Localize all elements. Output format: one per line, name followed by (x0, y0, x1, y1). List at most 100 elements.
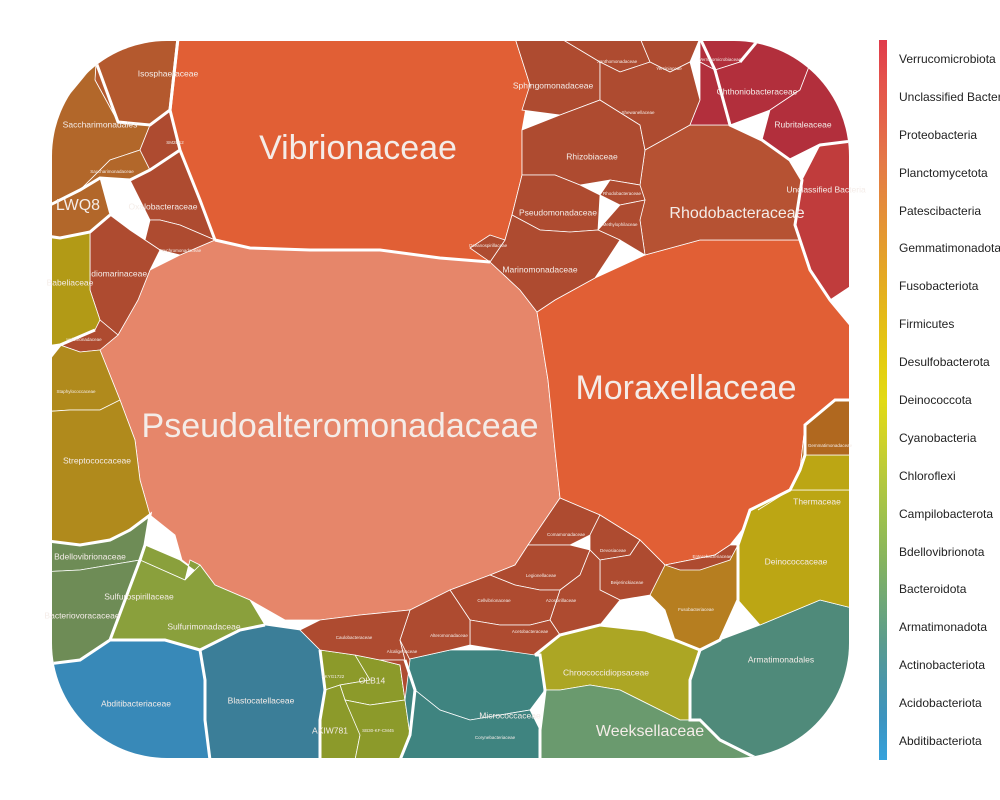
legend-item: Chloroflexi (899, 468, 956, 483)
cell-label: Beijerinckiaceae (611, 580, 644, 585)
phylum-border (535, 653, 547, 758)
cell-label: Blastocatellaceae (228, 695, 295, 705)
cell-label: Rhodobacteraceae (669, 205, 804, 222)
legend-item: Gemmatimonadota (899, 241, 1000, 256)
cell-label: AKYG1722 (322, 674, 345, 679)
cell-label: Saccharimonadales (63, 119, 138, 129)
cell-label: Pseudomonadaceae (519, 207, 597, 217)
cell-label: Bdellovibrionaceae (54, 551, 126, 561)
cell-blastocatellaceae (199, 624, 326, 758)
cell-label: Weeksellaceae (596, 723, 704, 740)
phylum-border (198, 649, 212, 758)
cell-label: Halomonadaceae (66, 337, 102, 342)
cell-label: Oceanospirillaceae (469, 243, 508, 248)
cell-label: Rubritaleaceae (774, 119, 831, 129)
phylum-border (52, 511, 153, 667)
phylum-border (168, 41, 217, 241)
cell-label: Babeliaceae (47, 277, 94, 287)
cell-label: Streptococcaceae (63, 455, 131, 465)
phylum-border (52, 344, 62, 371)
cell-label: Pseudoalteromonadaceae (142, 407, 539, 445)
cell-label: Xanthomonadaceae (597, 59, 638, 64)
cell-label: Acetobacteraceae (512, 629, 549, 634)
phylum-border (52, 148, 181, 212)
phylum-border (698, 41, 849, 331)
cell-label: Yersiniaceae (656, 66, 682, 71)
cell-label: Sphingomonadaceae (513, 80, 594, 90)
cell-label: Comamonadaceae (547, 532, 586, 537)
legend-item: Proteobacteria (899, 127, 978, 142)
cell-label: Psychromonadaceae (159, 248, 202, 253)
cell-marinomonadaceae (489, 214, 621, 313)
cell-label: Thermaceae (793, 496, 841, 506)
cell-label: Chroococcidiopsaceae (563, 667, 649, 677)
cell-label: Legionellaceae (526, 573, 557, 578)
legend-item: Patescibacteria (899, 203, 982, 218)
cell-label: Shewanellaceae (621, 110, 655, 115)
cell-label: Corynebacteriaceae (475, 735, 516, 740)
phylum-border (803, 398, 849, 455)
cell-label: Oxalobacteraceae (129, 201, 198, 211)
cell-label: Caulobacteraceae (336, 635, 373, 640)
legend-item: Armatimonadota (899, 620, 988, 635)
legend-item: Abditibacteriota (899, 734, 982, 749)
phylum-border (110, 623, 266, 652)
phylum-border (789, 138, 849, 162)
cell-label: Verrucomicrobiaceae (699, 57, 742, 62)
cell-label: Azospirillaceae (546, 598, 577, 603)
cell-label: Saccharimonadaceae (90, 169, 134, 174)
phylum-border (534, 623, 701, 657)
legend: Verrucomicrobiota Unclassified Bacteria Pr… (879, 40, 1000, 760)
cell-label: Enterobacteriaceae (692, 554, 732, 559)
cells-layer (52, 41, 849, 758)
cell-label: Idiomarinaceae (89, 268, 147, 278)
cell-label: Marinomonadaceae (502, 264, 577, 274)
cell-label: Armatimonadales (748, 654, 814, 664)
legend-item: Firmicutes (899, 317, 955, 332)
cell-label: Vibrionaceae (259, 129, 457, 167)
legend-item: Unclassified Bacteria (899, 89, 1000, 104)
legend-item: Verrucomicrobiota (899, 51, 996, 66)
cell-label: Rhodobacteraceae (603, 191, 642, 196)
legend-item: Bdellovibrionota (899, 544, 985, 559)
cell-label: Deinococcaceae (765, 556, 828, 566)
cell-label: Bacteriovoracaceae (44, 610, 119, 620)
phylum-border (688, 649, 761, 758)
cell-label: Alteromonadaceae (430, 633, 468, 638)
legend-item: Desulfobacterota (899, 355, 990, 370)
cell-label: Moraxellaceae (575, 369, 796, 407)
cell-label: Fusobacteriaceae (678, 607, 714, 612)
cell-label: Staphylococcaceae (56, 389, 96, 394)
legend-item: Actinobacteriota (899, 658, 986, 673)
cell-label: SM2D12 (166, 140, 184, 145)
phylum-border (52, 213, 111, 240)
legend-item: Planctomycetota (899, 165, 988, 180)
legend-item: Acidobacteriota (899, 696, 982, 711)
legend-item: Deinococcota (899, 393, 972, 407)
cell-label: Unclassified Bacteria (786, 184, 866, 194)
cell-label: Methylophilaceae (602, 222, 638, 227)
legend-item: Cyanobacteria (899, 430, 977, 445)
cell-label: LWQ8 (56, 197, 100, 214)
cell-label: Gemmatimonadaceae (808, 443, 853, 448)
cell-label: OLB14 (359, 675, 386, 685)
cell-label: Sulfurospirillaceae (104, 591, 174, 601)
cell-label: AKIW781 (312, 725, 348, 735)
cell-label: Alcaligenaceae (387, 649, 418, 654)
cell-label: Isosphaeraceae (138, 68, 199, 78)
phylum-border (699, 454, 807, 652)
cell-label: Abditibacteriaceae (101, 698, 171, 708)
legend-item: Fusobacteriota (899, 279, 979, 294)
cell-label: Micrococcaceae (479, 710, 541, 720)
legend-item: Campilobacterota (899, 506, 994, 521)
cell-label: Rhizobiaceae (566, 151, 618, 161)
phylum-borders (52, 41, 849, 758)
phylum-border (214, 238, 491, 264)
phylum-border (318, 649, 327, 758)
cell-label: SB30-KF-CM45 (362, 728, 394, 733)
cell-label: Cellvibrionaceae (477, 598, 511, 603)
cell-label: Sulfurimonadaceae (167, 621, 241, 631)
legend-color-bar (879, 40, 887, 760)
cell-label: Devosiaceae (600, 548, 627, 553)
